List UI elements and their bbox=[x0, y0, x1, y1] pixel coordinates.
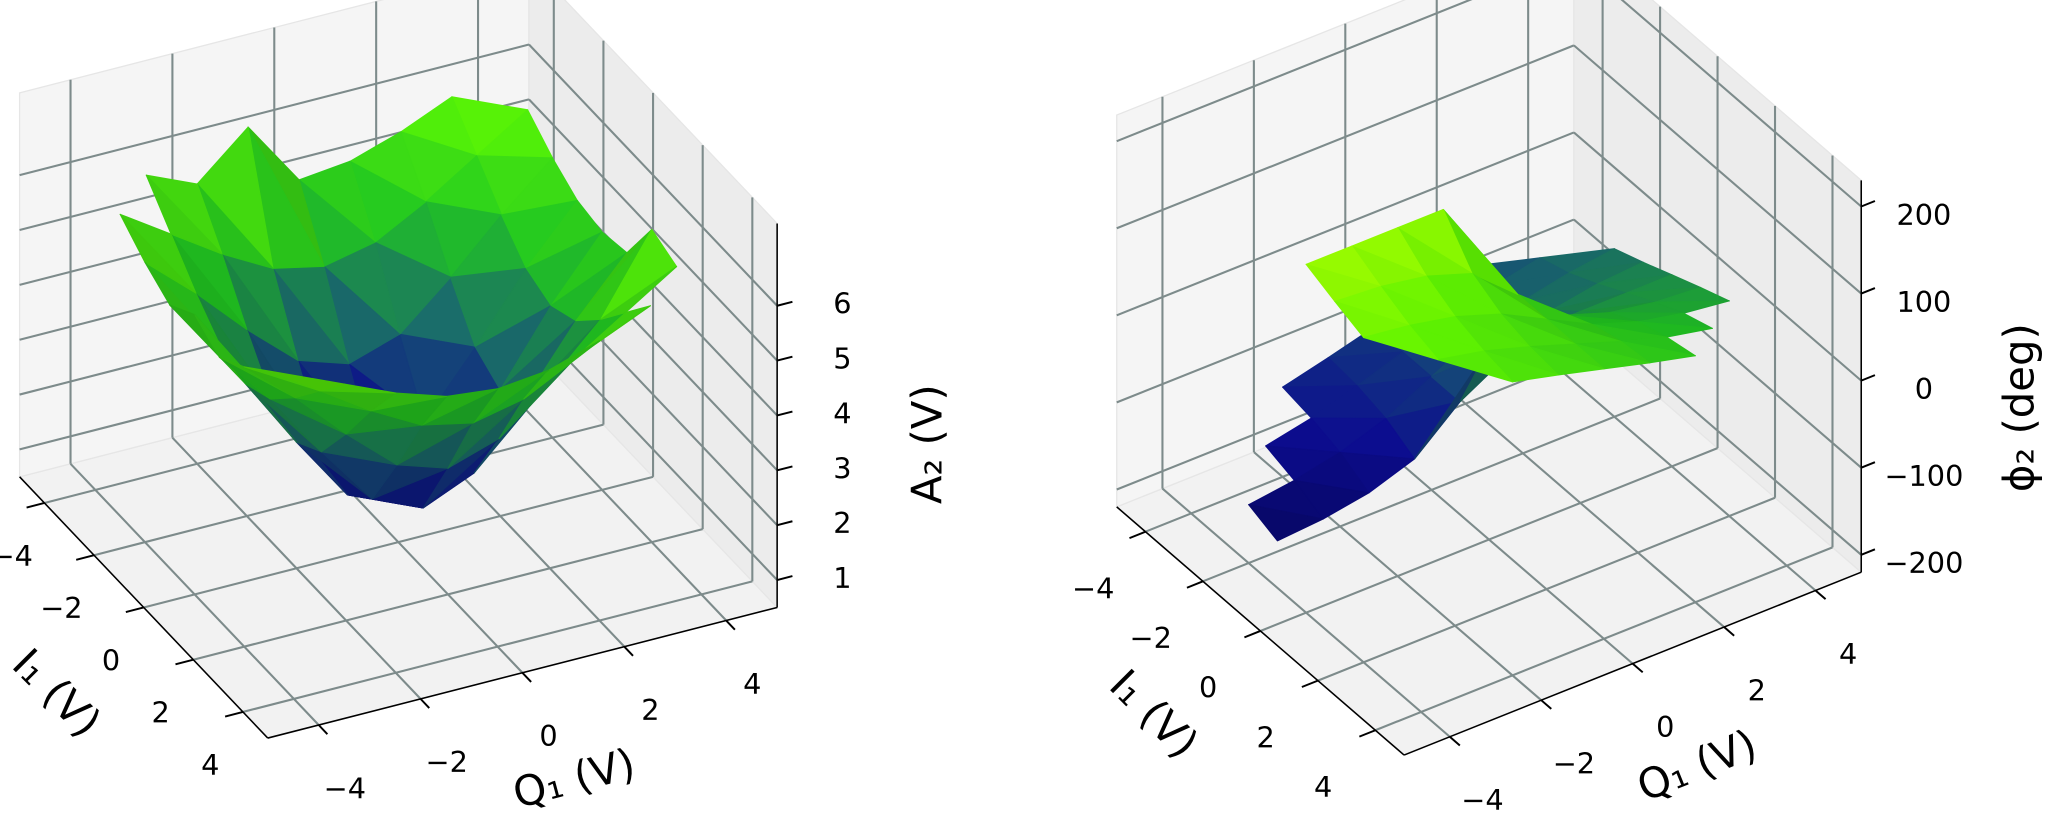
x-tick-label: −4 bbox=[1461, 783, 1503, 817]
x-axis-label: Q₁ (V) bbox=[1630, 719, 1763, 811]
z-tick-label: −200 bbox=[1884, 546, 1963, 580]
surface-facet bbox=[145, 174, 223, 255]
tick-mark bbox=[1244, 630, 1261, 639]
tick-mark bbox=[776, 300, 793, 307]
z-tick-label: 6 bbox=[833, 287, 851, 321]
surface-facet bbox=[119, 213, 197, 294]
y-tick-label: 4 bbox=[201, 748, 219, 782]
x-tick-label: −2 bbox=[1553, 747, 1595, 781]
z-tick-label: 0 bbox=[1915, 372, 1933, 406]
tick-mark bbox=[1540, 699, 1552, 710]
tick-mark bbox=[1860, 200, 1876, 208]
tick-mark bbox=[1860, 461, 1876, 469]
z-tick-label: 2 bbox=[833, 506, 851, 540]
tick-mark bbox=[419, 698, 430, 709]
y-tick-label: 4 bbox=[1314, 770, 1332, 804]
grid-line bbox=[1573, 131, 1862, 382]
z-tick-label: 4 bbox=[833, 396, 851, 430]
tick-mark bbox=[1860, 548, 1876, 556]
surface-facet bbox=[268, 370, 346, 392]
grid-line bbox=[1573, 44, 1862, 295]
x-tick-label: 2 bbox=[1748, 673, 1766, 707]
x-tick-label: 0 bbox=[539, 719, 557, 753]
surface-facet bbox=[1437, 350, 1514, 383]
axis-line bbox=[19, 476, 269, 739]
tick-mark bbox=[1723, 626, 1735, 637]
grid-line bbox=[1317, 496, 1776, 682]
grid-line bbox=[1116, 44, 1575, 230]
tick-mark bbox=[175, 658, 194, 666]
surface-facet bbox=[1363, 324, 1439, 361]
tick-mark bbox=[224, 711, 244, 718]
tick-mark bbox=[26, 502, 45, 509]
tick-mark bbox=[125, 606, 144, 613]
grid-line bbox=[143, 475, 654, 609]
tick-mark bbox=[1814, 589, 1827, 600]
tick-mark bbox=[1860, 287, 1876, 295]
tick-mark bbox=[1860, 374, 1876, 382]
z-tick-label: 5 bbox=[833, 342, 851, 376]
tick-mark bbox=[623, 645, 634, 657]
y-tick-label: −4 bbox=[1072, 571, 1114, 605]
grid-line bbox=[242, 580, 753, 713]
x-tick-label: 0 bbox=[1656, 710, 1674, 744]
panel: −4 −2 0 2 4 −4 −2 0 2 4 −200 −100 0 100 200 Q₁ (V) I₁ (V… bbox=[1072, 0, 2043, 817]
tick-mark bbox=[1186, 580, 1204, 589]
tick-mark bbox=[776, 520, 793, 527]
grid-line bbox=[1374, 546, 1833, 732]
z-tick-label: 100 bbox=[1897, 285, 1952, 319]
z-tick-label: −100 bbox=[1884, 459, 1963, 493]
z-axis-label: A₂ (V) bbox=[902, 384, 951, 504]
axis-line bbox=[1116, 506, 1405, 756]
x-axis-label: Q₁ (V) bbox=[508, 739, 641, 818]
tick-mark bbox=[776, 465, 793, 472]
y-tick-label: 0 bbox=[102, 643, 120, 677]
y-axis-label: I₁ (V) bbox=[3, 639, 111, 747]
tick-mark bbox=[776, 355, 793, 362]
grid-line bbox=[1260, 447, 1718, 632]
tick-mark bbox=[776, 410, 793, 417]
y-axis-label: I₁ (V) bbox=[1100, 660, 1208, 768]
y-tick-label: −2 bbox=[40, 591, 82, 625]
grid-line bbox=[1620, 0, 1862, 208]
grid-line bbox=[193, 528, 703, 661]
surface-facet bbox=[1248, 504, 1324, 542]
z-axis-label: ϕ₂ (deg) bbox=[1994, 323, 2043, 492]
y-tick-label: 2 bbox=[1256, 720, 1274, 754]
tick-mark bbox=[1129, 530, 1146, 540]
tick-mark bbox=[317, 724, 329, 735]
tick-mark bbox=[75, 554, 95, 561]
z-tick-label: 3 bbox=[833, 451, 851, 485]
tick-mark bbox=[1358, 729, 1376, 738]
y-tick-label: 2 bbox=[152, 696, 170, 730]
x-tick-label: −4 bbox=[324, 771, 366, 805]
x-tick-label: 4 bbox=[1839, 637, 1857, 671]
y-tick-label: −4 bbox=[0, 539, 33, 573]
axis-line bbox=[1403, 571, 1862, 756]
axis-line bbox=[267, 606, 778, 739]
tick-mark bbox=[1449, 736, 1461, 747]
tick-mark bbox=[1301, 679, 1319, 688]
grid-line bbox=[528, 43, 778, 307]
surface-facet bbox=[523, 340, 601, 400]
tick-mark bbox=[1632, 662, 1644, 674]
x-tick-label: 2 bbox=[641, 693, 659, 727]
grid-line bbox=[1202, 397, 1661, 583]
grid-line bbox=[1116, 0, 1473, 143]
y-tick-label: −2 bbox=[1130, 621, 1172, 655]
tick-mark bbox=[521, 672, 532, 683]
grid-line bbox=[19, 43, 530, 177]
surface-facet bbox=[600, 266, 678, 320]
z-tick-label: 200 bbox=[1897, 198, 1952, 232]
tick-mark bbox=[776, 575, 793, 581]
tick-mark bbox=[725, 619, 736, 631]
grid-line bbox=[528, 98, 778, 362]
x-tick-label: 4 bbox=[743, 667, 761, 701]
y-tick-label: 0 bbox=[1199, 671, 1217, 705]
grid-line bbox=[1116, 131, 1575, 317]
z-tick-label: 1 bbox=[833, 561, 851, 595]
x-tick-label: −2 bbox=[426, 745, 468, 779]
